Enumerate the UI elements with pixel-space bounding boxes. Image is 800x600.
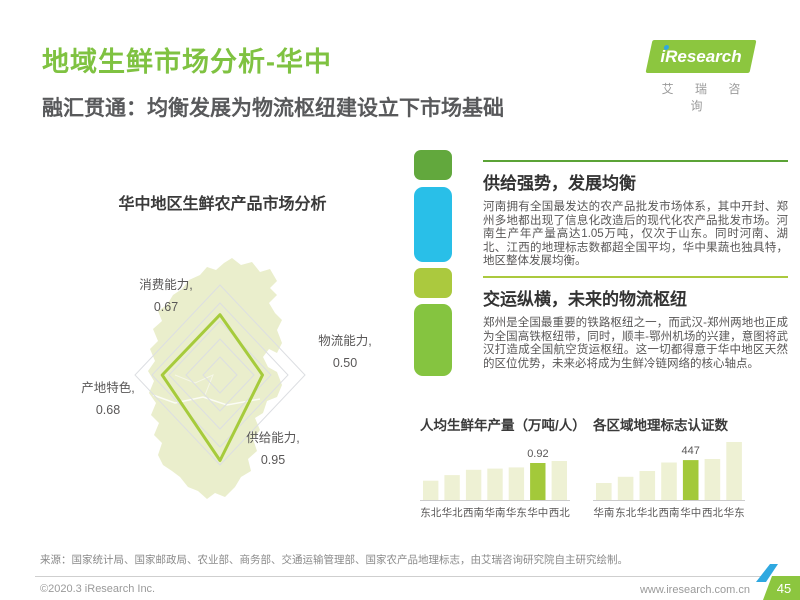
bar-chart-2-title: 各区域地理标志认证数 bbox=[593, 418, 728, 433]
bar bbox=[551, 461, 567, 500]
page-number-badge: 45 bbox=[756, 564, 800, 600]
footer-divider bbox=[35, 576, 761, 577]
section-logistics: 交运纵横，未来的物流枢纽 郑州是全国最重要的铁路枢纽之一，而武汉-郑州两地也正成… bbox=[483, 276, 788, 371]
bar bbox=[444, 475, 460, 500]
logo-chinese-name: 艾 瑞 咨 询 bbox=[661, 82, 750, 113]
radar-axis-label: 产地特色, 0.68 bbox=[81, 381, 135, 417]
bar-highlight bbox=[530, 463, 546, 500]
bar bbox=[726, 442, 742, 500]
badge-green-parallelogram bbox=[763, 576, 800, 600]
bar-chart-2-category-labels: 华南 东北 华北 西南 华中 西北 华东 bbox=[593, 505, 745, 520]
bar bbox=[661, 462, 677, 500]
bar-value-label: 0.92 bbox=[527, 448, 548, 460]
accent-block-dark-green bbox=[414, 150, 452, 180]
page-subtitle: 融汇贯通：均衡发展为物流枢纽建设立下市场基础 bbox=[42, 97, 504, 120]
bar-category-label: 西北 bbox=[548, 507, 570, 519]
bar bbox=[704, 459, 721, 500]
bar-category-label: 西南 bbox=[463, 507, 485, 519]
bar-chart-certifications: 447 bbox=[593, 442, 745, 501]
bar-chart-1-title: 人均生鲜年产量（万吨/人） bbox=[420, 418, 586, 433]
radar-gridlines bbox=[134, 284, 306, 466]
accent-block-mid-green bbox=[414, 304, 452, 376]
bar bbox=[465, 469, 482, 500]
map-province-border bbox=[152, 394, 261, 406]
bar-category-label: 华北 bbox=[636, 507, 658, 519]
bar-highlight bbox=[682, 460, 699, 500]
bar-category-label: 西南 bbox=[658, 507, 680, 519]
radar-chart-title: 华中地区生鲜农产品市场分析 bbox=[118, 196, 327, 213]
bar-category-label: 东北 bbox=[420, 507, 442, 519]
bar-category-label: 华南 bbox=[593, 507, 615, 519]
bar-category-label: 华中 bbox=[527, 507, 549, 519]
section-body: 河南拥有全国最发达的农产品批发市场体系，其中开封、郑州多地都出现了信息化改造后的… bbox=[483, 201, 788, 268]
iresearch-logo: iResearch 艾 瑞 咨 询 bbox=[642, 40, 760, 114]
bar-category-label: 华南 bbox=[484, 507, 506, 519]
bar bbox=[596, 483, 612, 500]
central-china-map-shape bbox=[148, 258, 282, 499]
section-body: 郑州是全国最重要的铁路枢纽之一，而武汉-郑州两地也正成为全国高铁枢纽带，同时，顺… bbox=[483, 317, 788, 370]
radar-axis-label: 供给能力, 0.95 bbox=[246, 431, 300, 467]
copyright-text: ©2020.3 iResearch Inc. bbox=[40, 583, 156, 595]
bar bbox=[508, 467, 525, 500]
bar-value-label: 447 bbox=[682, 445, 700, 457]
bar-category-label: 华东 bbox=[723, 507, 745, 519]
website-url: www.iresearch.com.cn bbox=[639, 584, 750, 596]
section-supply: 供给强势，发展均衡 河南拥有全国最发达的农产品批发市场体系，其中开封、郑州多地都… bbox=[483, 160, 788, 269]
radar-data-polygon bbox=[160, 313, 264, 462]
bar bbox=[423, 480, 439, 500]
bar-chart-1-category-labels: 东北 华北 西南 华南 华东 华中 西北 bbox=[420, 505, 570, 520]
radar-axis-label: 消费能力, 0.67 bbox=[139, 278, 193, 314]
radar-axis-label: 物流能力, 0.50 bbox=[318, 334, 372, 370]
bar-chart-output: 0.92 bbox=[420, 448, 570, 501]
source-note: 来源：国家统计局、国家邮政局、农业部、商务部、交通运输管理部、国家农产品地理标志… bbox=[40, 554, 628, 566]
section-title: 供给强势，发展均衡 bbox=[483, 174, 636, 193]
section-rule bbox=[483, 276, 788, 278]
radar-chart bbox=[134, 258, 306, 499]
badge-blue-slash bbox=[756, 564, 778, 582]
section-title: 交运纵横，未来的物流枢纽 bbox=[483, 290, 687, 309]
accent-block-cyan bbox=[414, 187, 452, 262]
bar-category-label: 西北 bbox=[701, 507, 723, 519]
bar-category-label: 华北 bbox=[441, 507, 463, 519]
section-rule bbox=[483, 160, 788, 162]
logo-parallelogram: iResearch bbox=[645, 40, 757, 73]
page-title: 地域生鲜市场分析-华中 bbox=[42, 47, 332, 77]
accent-block-yellow-green bbox=[414, 268, 452, 298]
bar bbox=[639, 471, 656, 500]
page-number: 45 bbox=[777, 581, 791, 596]
bar-category-label: 华东 bbox=[505, 507, 527, 519]
bar bbox=[487, 468, 503, 500]
map-province-border bbox=[174, 374, 214, 396]
bar-category-label: 东北 bbox=[615, 507, 637, 519]
bar bbox=[617, 476, 634, 500]
bar-category-label: 华中 bbox=[680, 507, 702, 519]
